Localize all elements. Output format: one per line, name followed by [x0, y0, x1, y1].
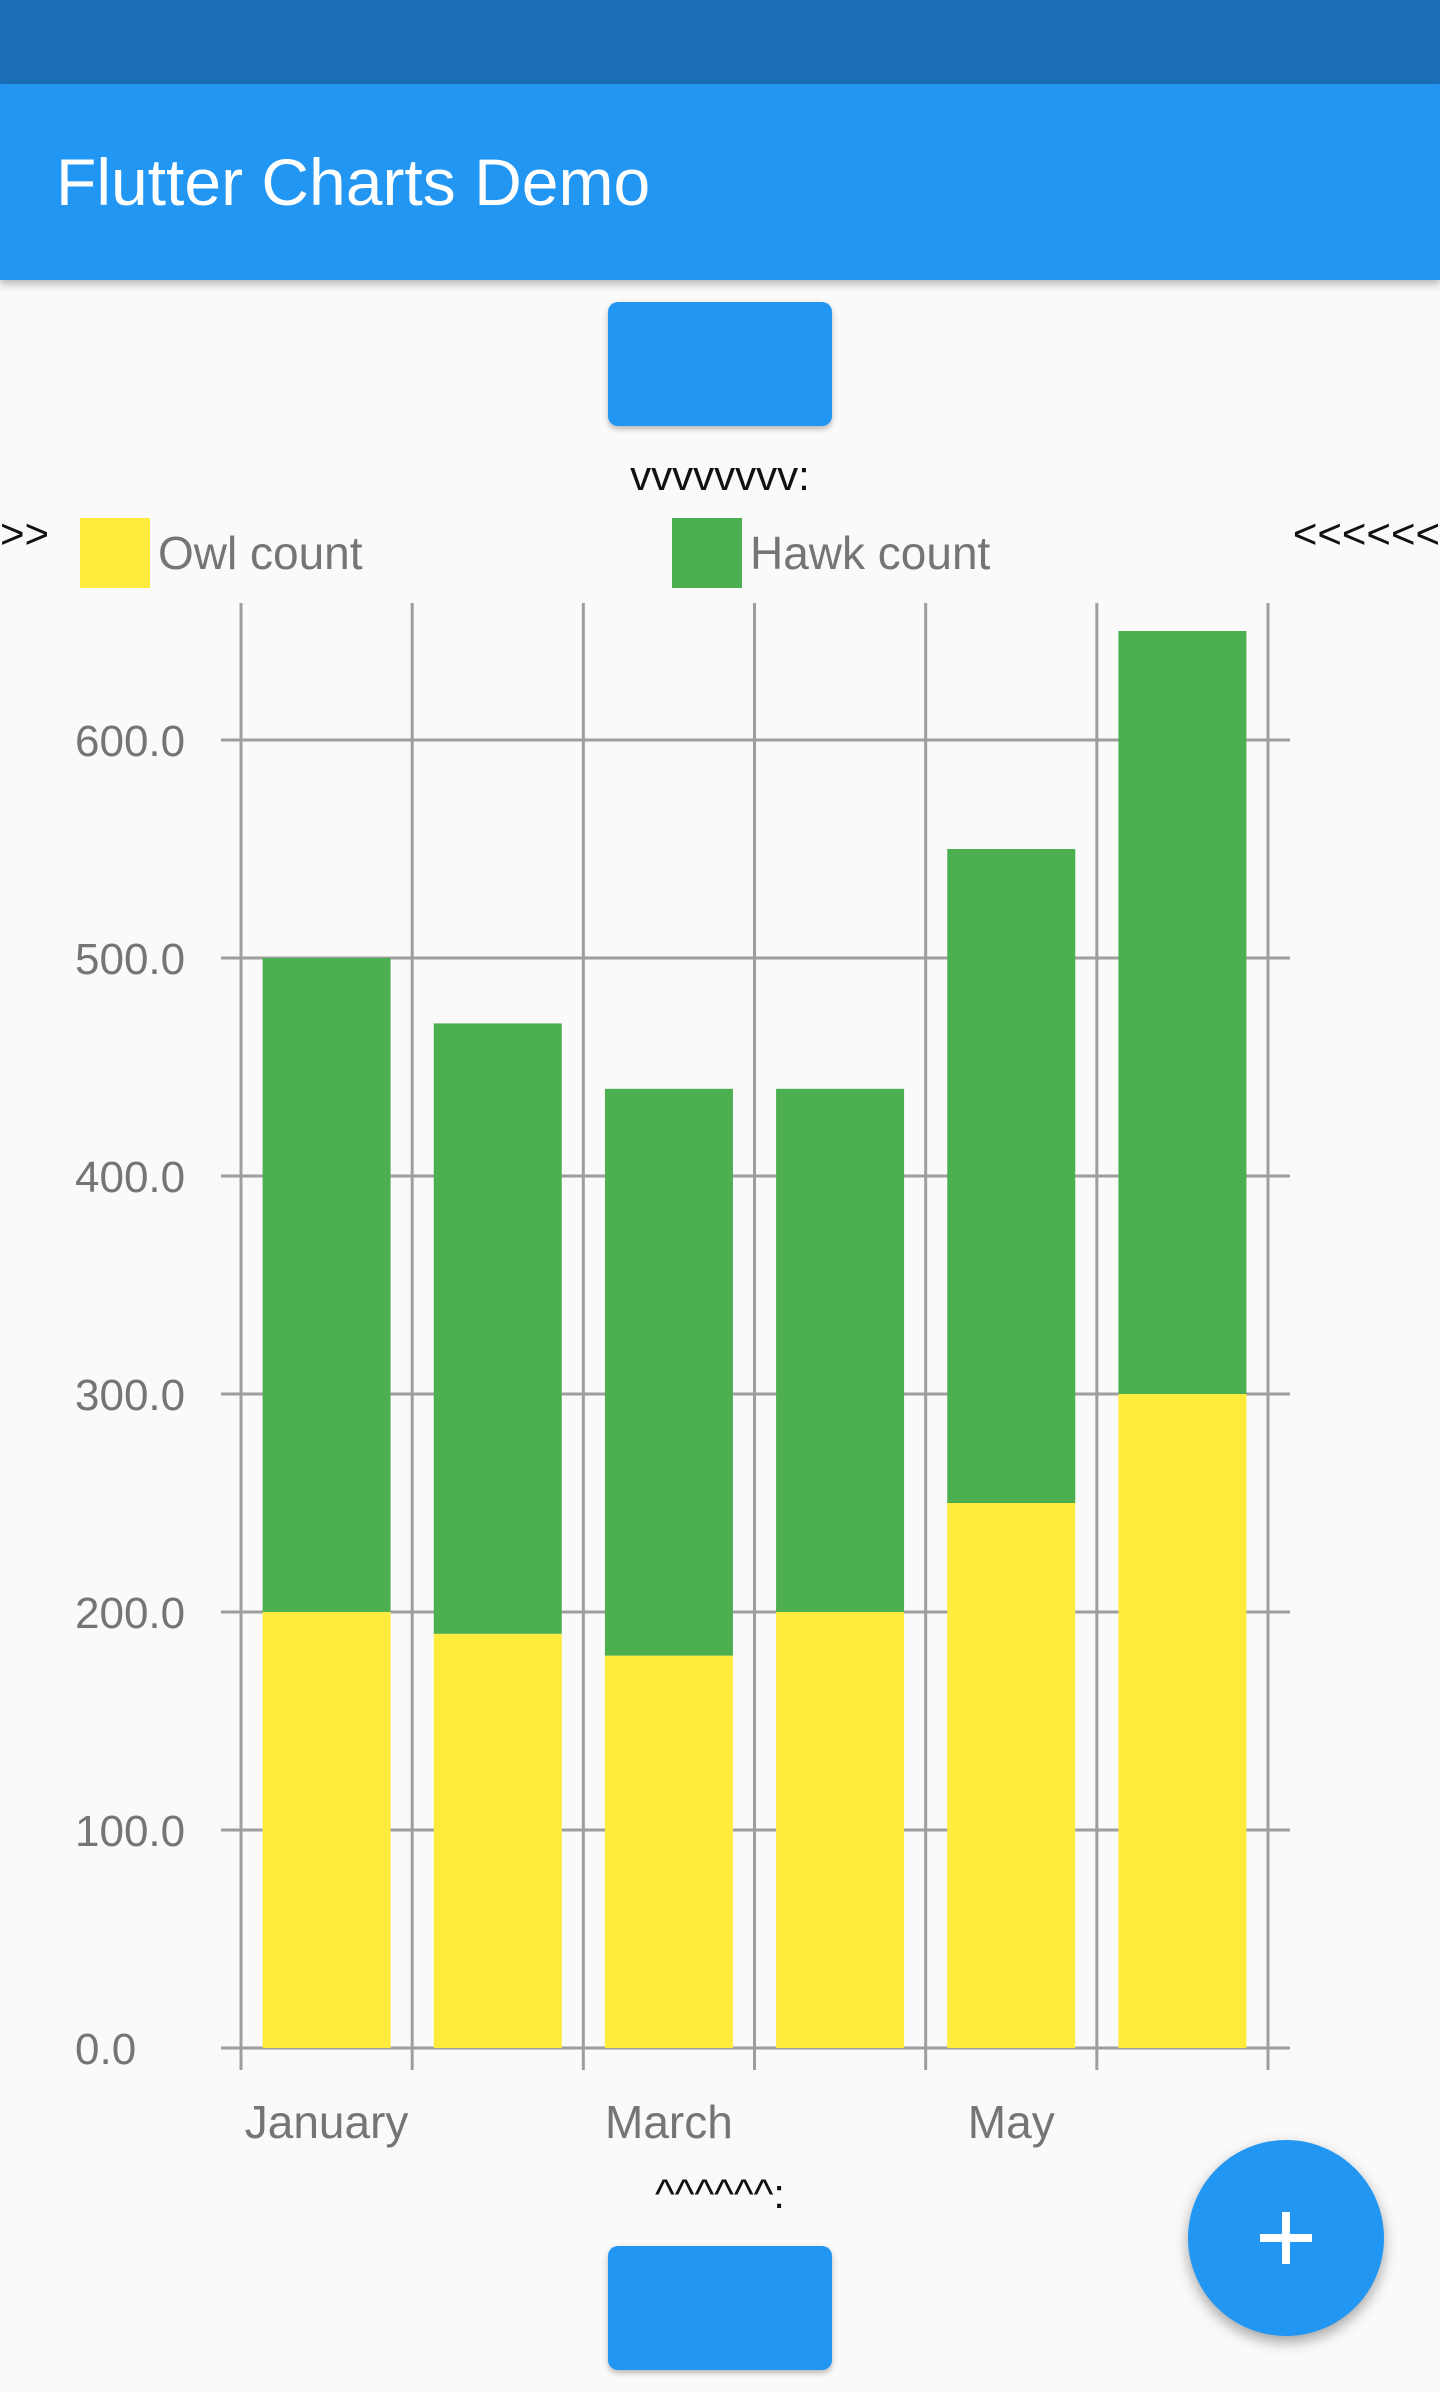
bar-hawk	[262, 958, 391, 1612]
y-tick-label: 200.0	[75, 1589, 185, 1638]
y-tick-label: 600.0	[75, 717, 185, 766]
top-marker-text: vvvvvvvv:	[630, 452, 810, 499]
add-fab-button[interactable]	[1188, 2140, 1384, 2336]
y-tick-label: 300.0	[75, 1371, 185, 1420]
x-tick-label: May	[968, 2096, 1055, 2148]
legend-swatch-owl	[80, 518, 150, 588]
bar-hawk	[947, 849, 1076, 1503]
top-button[interactable]	[608, 302, 832, 426]
y-tick-label: 500.0	[75, 935, 185, 984]
plus-icon	[1260, 2212, 1312, 2264]
bar-owl	[1118, 1394, 1247, 2048]
bar-owl	[433, 1633, 562, 2048]
right-marker-text: <<<<<<	[1292, 510, 1440, 557]
x-tick-label: January	[245, 2096, 409, 2148]
x-tick-label: March	[605, 2096, 733, 2148]
bar-hawk	[433, 1023, 562, 1634]
bar-owl	[262, 1612, 391, 2048]
y-tick-label: 100.0	[75, 1807, 185, 1856]
y-tick-label: 400.0	[75, 1153, 185, 1202]
bar-hawk	[1118, 631, 1247, 1394]
bottom-button[interactable]	[608, 2246, 832, 2370]
app-title: Flutter Charts Demo	[56, 145, 651, 219]
bar-owl	[776, 1612, 905, 2048]
legend-label-owl: Owl count	[158, 527, 363, 579]
legend-swatch-hawk	[672, 518, 742, 588]
bar-owl	[947, 1503, 1076, 2048]
app-bar: Flutter Charts Demo	[0, 84, 1440, 280]
bar-hawk	[604, 1088, 733, 1656]
status-bar	[0, 0, 1440, 84]
bottom-marker-text: ^^^^^^:	[655, 2170, 785, 2217]
y-tick-label: 0.0	[75, 2025, 136, 2074]
legend-label-hawk: Hawk count	[750, 527, 991, 579]
bar-owl	[604, 1655, 733, 2048]
left-marker-text: >>	[0, 510, 50, 557]
bar-hawk	[776, 1088, 905, 1612]
